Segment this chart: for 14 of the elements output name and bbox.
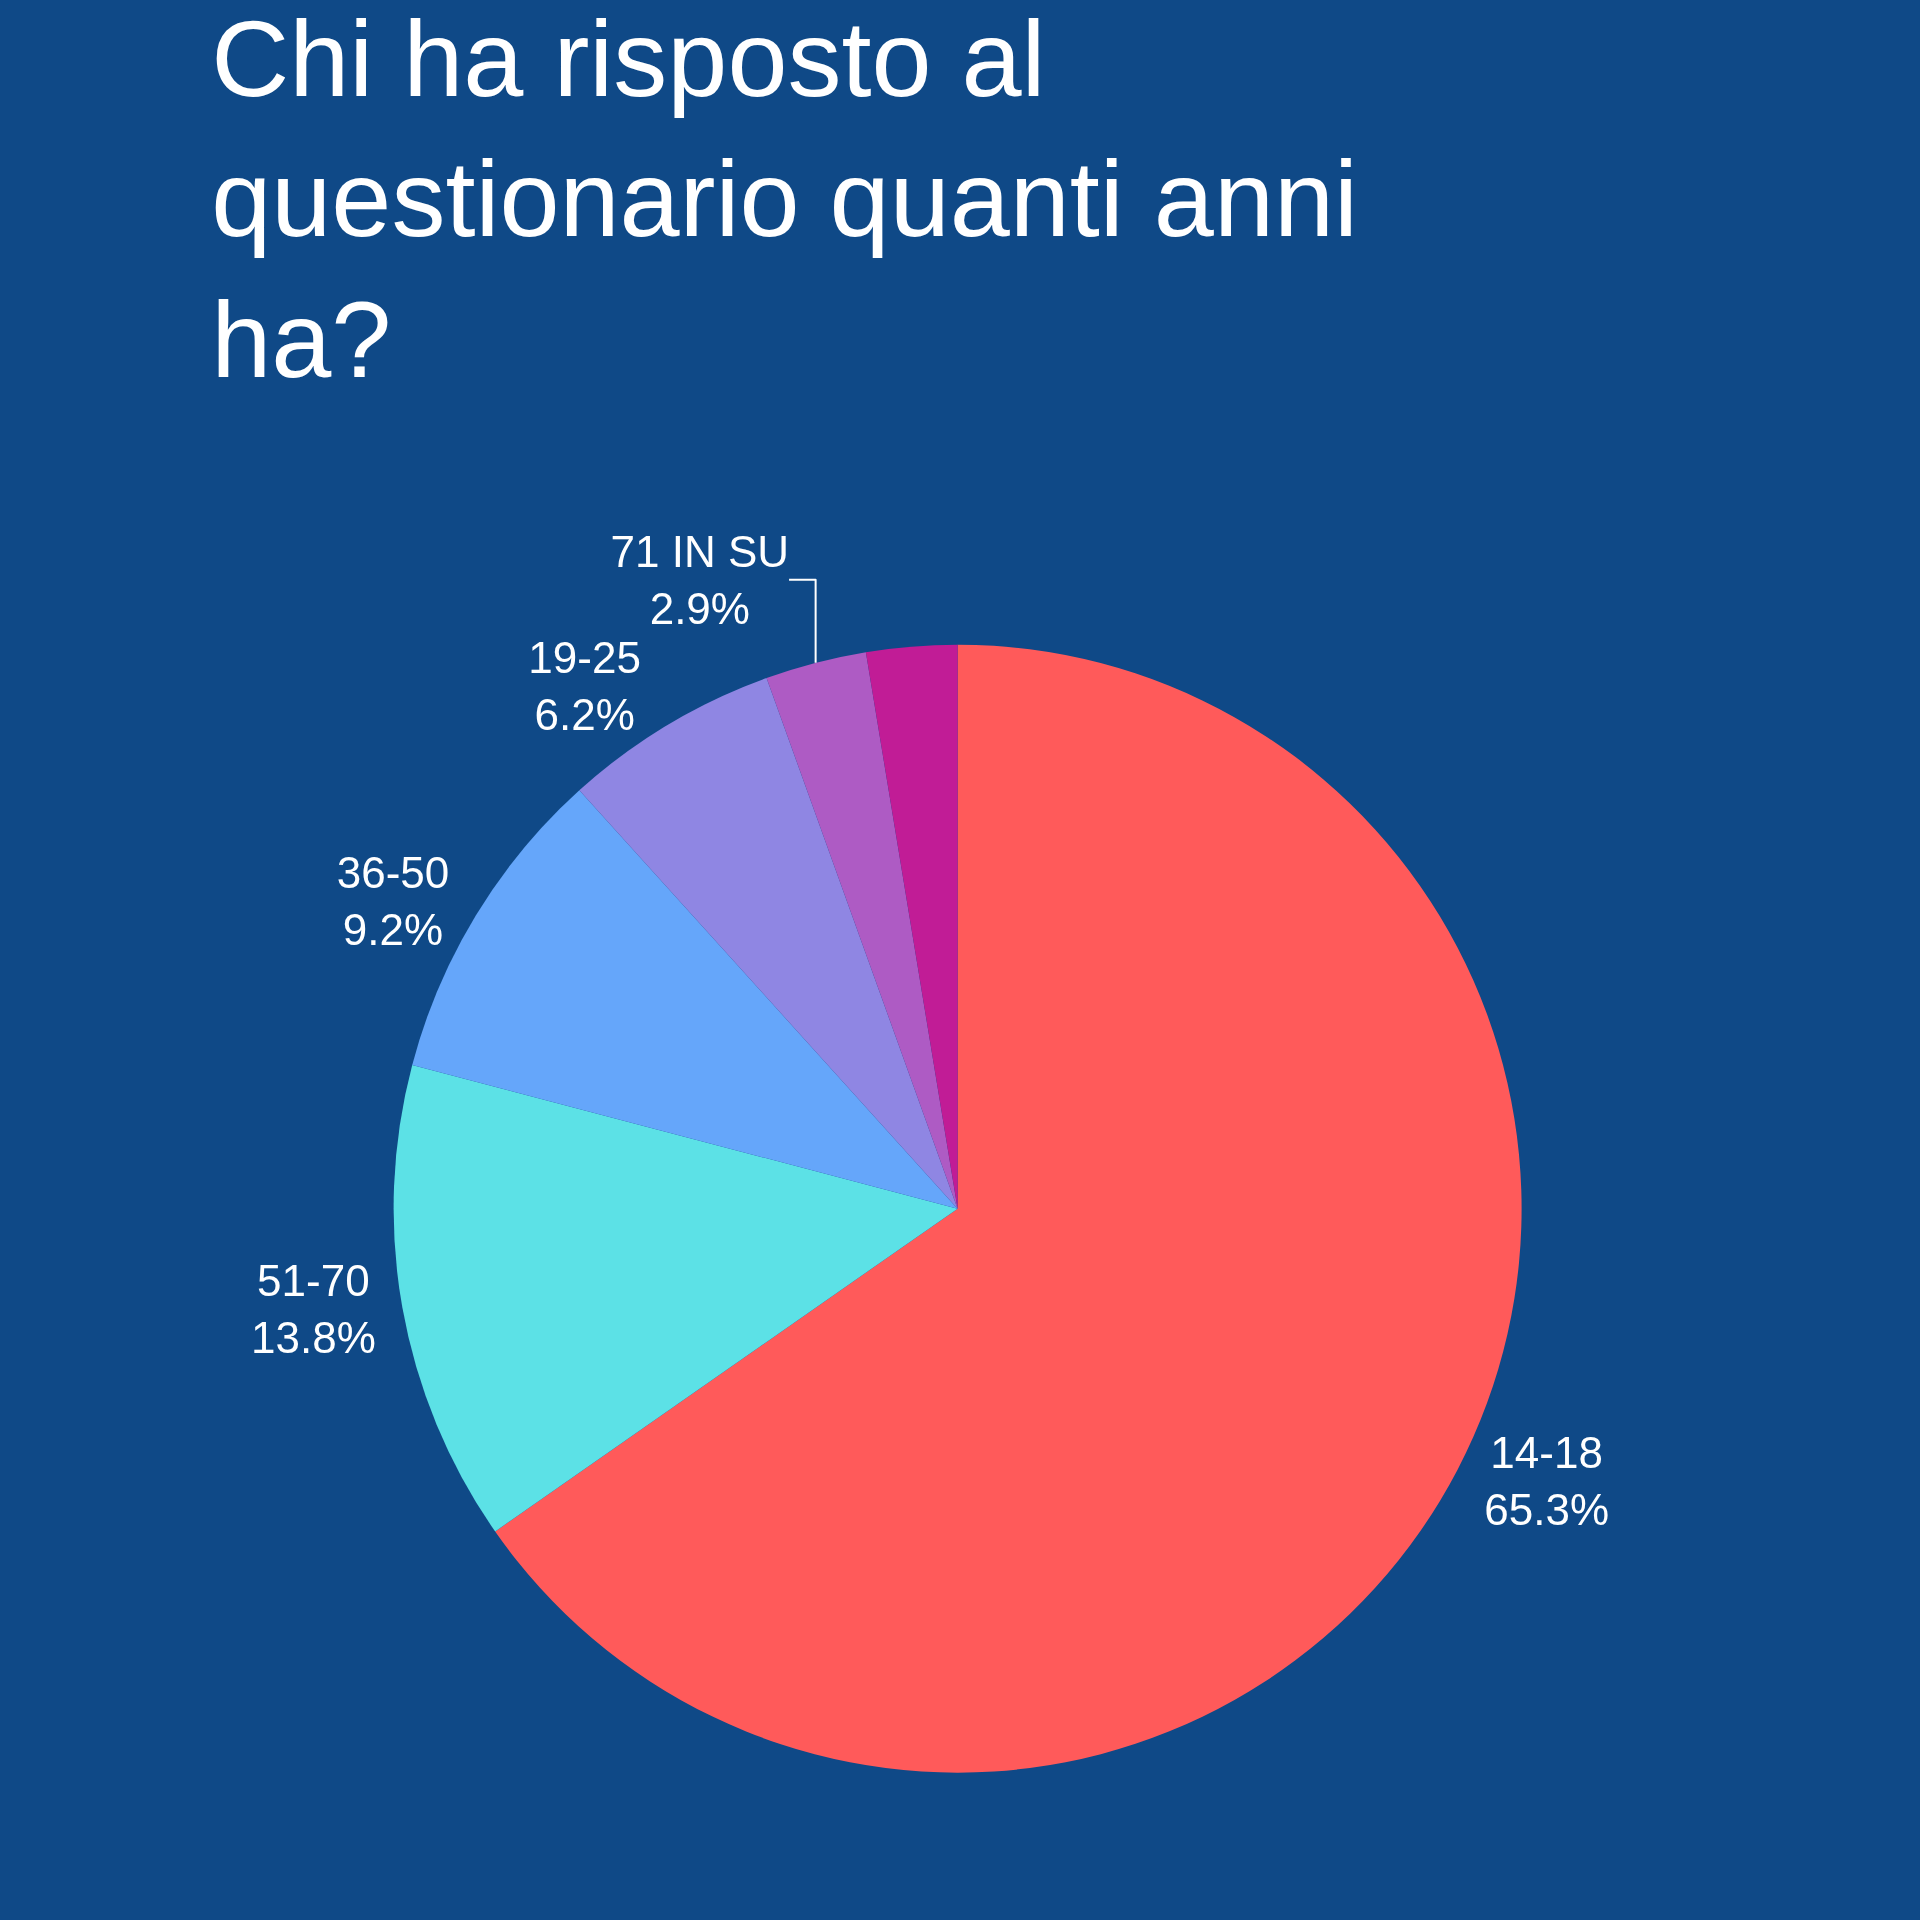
slice-label: 71 IN SU [610, 526, 790, 576]
slice-label: 51-70 [257, 1255, 370, 1305]
slice-label: 36-50 [336, 848, 450, 898]
data-label: 6.2% [534, 690, 635, 740]
chart-title: Chi ha risposto al questionario quanti anni ha? [211, 0, 1359, 400]
pie-slice [393, 1064, 958, 1532]
data-label: 13.8% [250, 1313, 376, 1363]
data-label: 2.9% [649, 583, 750, 633]
pie-slice [766, 652, 958, 1209]
data-label: 65.3% [1484, 1484, 1610, 1534]
slice-label: 14-18 [1490, 1427, 1603, 1477]
pie-slice [865, 644, 958, 1209]
data-label: 9.2% [342, 905, 444, 955]
slice-label: 19-25 [528, 632, 641, 682]
